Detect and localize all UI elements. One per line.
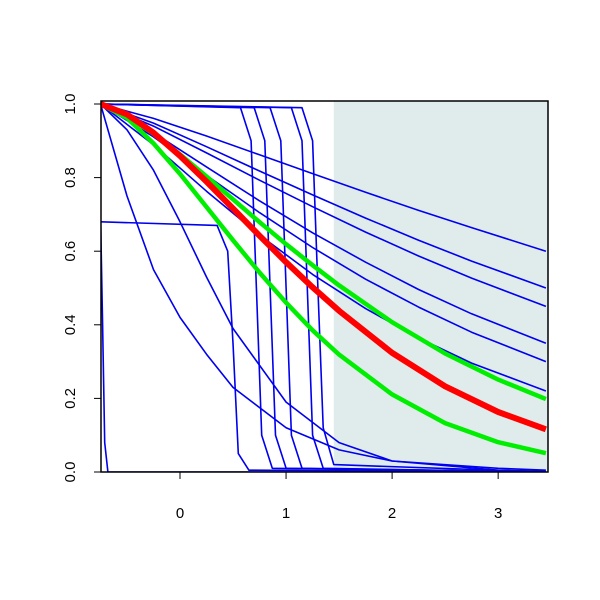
plot-lines — [101, 101, 547, 472]
survival-curve — [101, 102, 547, 456]
x-tick-label: 1 — [282, 505, 290, 522]
y-tick-label: 0.0 — [62, 462, 79, 483]
shaded-region — [333, 101, 548, 472]
y-tick-label: 0.2 — [62, 388, 79, 409]
x-tick-label: 2 — [388, 505, 396, 522]
survival-curve — [101, 103, 547, 344]
survival-curve — [101, 103, 547, 252]
plot-frame — [100, 100, 549, 473]
y-tick-label: 0.6 — [62, 241, 79, 262]
y-tick-label: 1.0 — [62, 94, 79, 115]
survival-curve — [101, 103, 546, 472]
survival-curve — [101, 103, 547, 308]
survival-curve — [101, 221, 546, 472]
survival-curve — [101, 103, 547, 289]
survival-curve — [101, 103, 547, 392]
y-tick-label: 0.4 — [62, 314, 79, 335]
survival-curve — [101, 101, 547, 433]
y-tick-label: 0.8 — [62, 167, 79, 188]
survival-curve — [101, 214, 546, 472]
x-tick-label: 3 — [494, 505, 502, 522]
x-tick-label: 0 — [176, 505, 184, 522]
